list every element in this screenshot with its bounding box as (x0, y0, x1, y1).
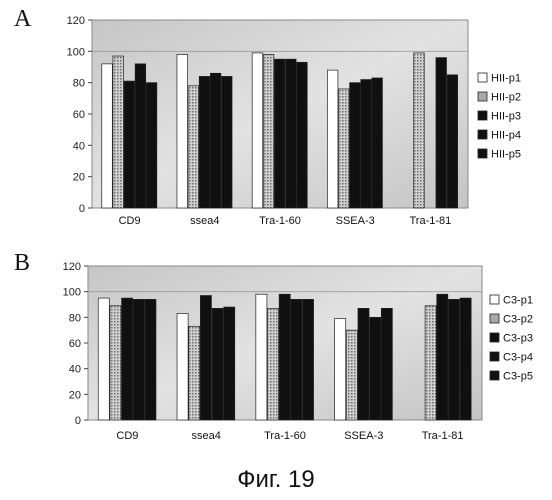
category-label: SSEA-3 (336, 215, 375, 227)
bar-c3-p1 (335, 319, 346, 420)
y-tick-label: 60 (69, 338, 81, 350)
y-tick-label: 80 (73, 78, 85, 90)
category-label: Tra-1-60 (264, 430, 306, 442)
bar-c3-p5 (224, 307, 235, 420)
bar-c3-p2 (268, 308, 279, 420)
bar-c3-p3 (358, 308, 369, 420)
legend-label: HII-p1 (491, 73, 521, 85)
bar-c3-p4 (370, 317, 381, 420)
bar-c3-p5 (302, 299, 313, 420)
bar-c3-p1 (98, 298, 109, 420)
legend-swatch (478, 149, 487, 158)
category-label: SSEA-3 (344, 430, 383, 442)
legend-label: HII-p5 (491, 149, 521, 161)
bar-c3-p3 (437, 294, 448, 420)
bar-hii-p4 (286, 59, 297, 208)
bar-hii-p4 (436, 58, 447, 208)
bar-hii-p4 (361, 80, 372, 208)
y-tick-label: 100 (63, 287, 81, 299)
bar-c3-p4 (133, 299, 144, 420)
chart-panel-b: 0 20 40 60 80 100 120 CD9 ssea4 Tra-1-60 SSEA-3 Tra… (63, 261, 533, 442)
legend-swatch (478, 73, 487, 82)
chart-panel-a: 0 20 40 60 80 100 120 CD9 ssea4 Tra-1-60 SSEA-3 Tra… (67, 15, 521, 227)
bar-hii-p5 (297, 62, 308, 208)
category-label: ssea4 (192, 430, 221, 442)
category-label: Tra-1-81 (422, 430, 464, 442)
category-label: ssea4 (190, 215, 219, 227)
bar-c3-p2 (110, 306, 121, 420)
bar-hii-p2 (263, 54, 274, 208)
bar-c3-p5 (381, 308, 392, 420)
bar-c3-p5 (145, 299, 156, 420)
category-label: CD9 (116, 430, 138, 442)
bar-hii-p3 (274, 59, 285, 208)
legend-swatch (490, 352, 499, 361)
bar-c3-p2 (346, 330, 357, 420)
bar-hii-p5 (372, 78, 383, 208)
bar-hii-p5 (447, 75, 458, 208)
bar-hii-p3 (199, 76, 210, 208)
bar-hii-p3 (124, 81, 135, 208)
bar-hii-p3 (350, 83, 361, 208)
bar-c3-p2 (189, 326, 200, 420)
legend-label: C3-p3 (503, 333, 533, 345)
bar-hii-p1 (327, 70, 338, 208)
bar-c3-p1 (256, 294, 267, 420)
y-tick-label: 20 (73, 172, 85, 184)
bar-hii-p5 (146, 83, 157, 208)
bar-c3-p5 (460, 298, 471, 420)
y-tick-label: 100 (67, 46, 85, 58)
bar-c3-p3 (122, 298, 133, 420)
bar-hii-p4 (210, 73, 221, 208)
bar-hii-p5 (221, 76, 232, 208)
legend-label: HII-p4 (491, 130, 521, 142)
legend-label: HII-p2 (491, 92, 521, 104)
bar-hii-p1 (102, 64, 113, 208)
legend-label: HII-p3 (491, 111, 521, 123)
y-tick-label: 120 (63, 261, 81, 273)
bar-hii-p4 (135, 64, 146, 208)
bar-hii-p2 (188, 86, 199, 208)
bar-hii-p2 (414, 53, 425, 208)
bar-hii-p1 (177, 54, 188, 208)
bar-hii-p2 (113, 56, 124, 208)
legend-swatch (478, 130, 487, 139)
legend-label: C3-p2 (503, 314, 533, 326)
category-label: Tra-1-60 (259, 215, 301, 227)
legend-swatch (490, 314, 499, 323)
bar-hii-p1 (252, 53, 263, 208)
bar-c3-p4 (212, 308, 223, 420)
y-tick-label: 0 (75, 415, 81, 427)
legend-swatch (490, 295, 499, 304)
figure-caption: Фиг. 19 (0, 466, 552, 494)
bar-c3-p1 (177, 313, 188, 420)
y-tick-label: 40 (69, 364, 81, 376)
y-tick-label: 120 (67, 15, 85, 27)
legend-swatch (478, 92, 487, 101)
legend-swatch (490, 333, 499, 342)
y-tick-label: 0 (79, 203, 85, 215)
y-tick-label: 40 (73, 140, 85, 152)
legend-label: C3-p5 (503, 371, 533, 383)
bar-c3-p4 (448, 299, 459, 420)
bar-c3-p3 (279, 294, 290, 420)
bar-c3-p4 (291, 299, 302, 420)
y-tick-label: 20 (69, 389, 81, 401)
legend-label: C3-p4 (503, 352, 533, 364)
y-tick-label: 60 (73, 109, 85, 121)
y-tick-label: 80 (69, 312, 81, 324)
category-label: Tra-1-81 (410, 215, 452, 227)
bar-c3-p2 (425, 306, 436, 420)
bar-hii-p2 (339, 89, 350, 208)
bar-c3-p3 (200, 296, 211, 420)
legend-swatch (490, 371, 499, 380)
legend-label: C3-p1 (503, 295, 533, 307)
legend-swatch (478, 111, 487, 120)
category-label: CD9 (119, 215, 141, 227)
